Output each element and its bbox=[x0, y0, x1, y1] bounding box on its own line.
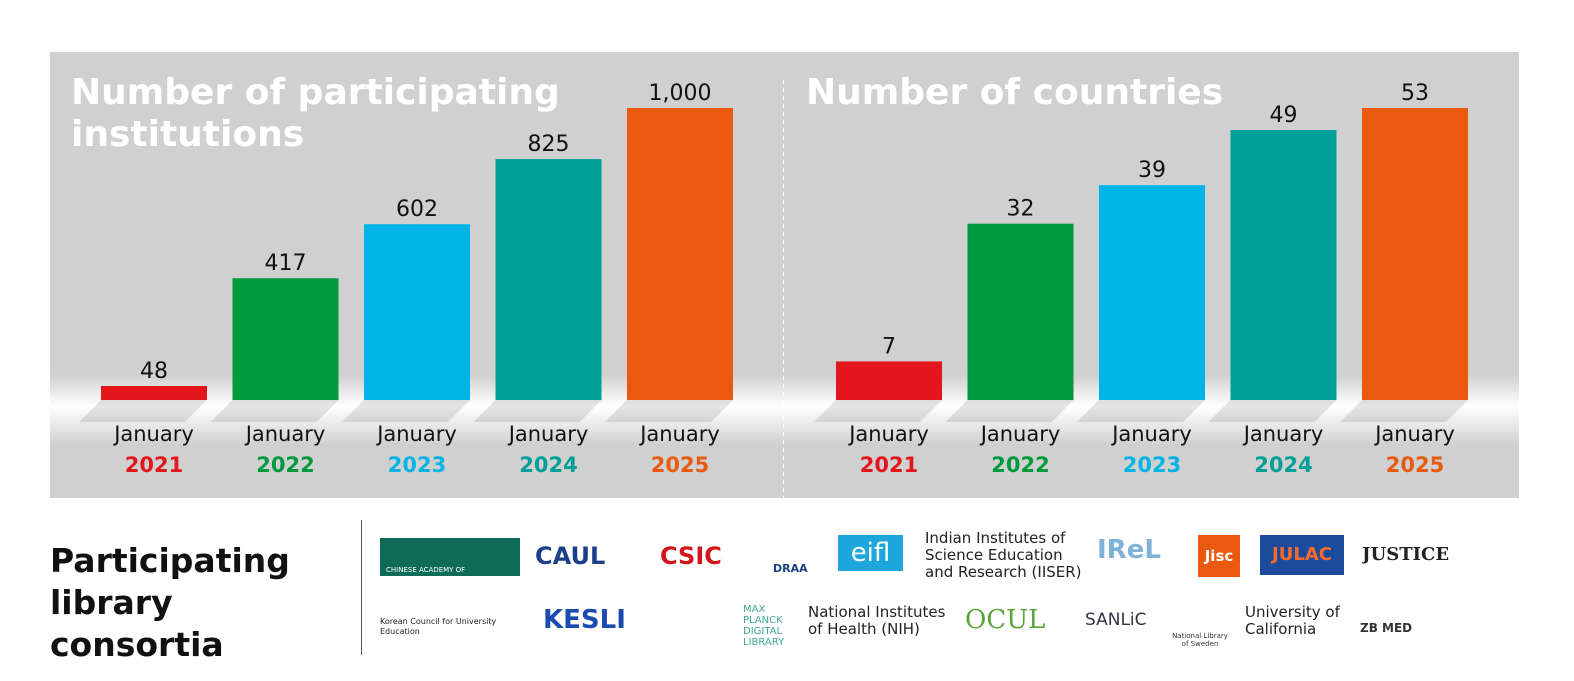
logo: CSIC bbox=[660, 543, 722, 569]
logo: Jisc bbox=[1198, 535, 1240, 577]
x-tick-label: January 2021 bbox=[847, 422, 929, 477]
bar-shadow bbox=[814, 400, 942, 422]
bar-shadow bbox=[605, 400, 733, 422]
x-tick-label: January 2024 bbox=[507, 422, 589, 477]
bar bbox=[232, 278, 339, 400]
logo: Indian Institutes of Science Education a… bbox=[925, 530, 1082, 581]
x-tick-label: January 2025 bbox=[638, 422, 720, 477]
logo: CHINESE ACADEMY OF AGRICULTURAL SCIENCES bbox=[380, 538, 520, 576]
bar-shadow bbox=[210, 400, 339, 422]
bar bbox=[101, 385, 207, 400]
logo: KESLI bbox=[543, 605, 626, 635]
logo: ZB MED bbox=[1360, 621, 1413, 635]
bar-shadow bbox=[1208, 400, 1337, 422]
bar-shadow bbox=[473, 400, 602, 422]
value-label: 53 bbox=[1401, 81, 1429, 106]
bar bbox=[1362, 108, 1468, 400]
value-label: 602 bbox=[396, 197, 438, 222]
bar-shadow bbox=[945, 400, 1074, 422]
x-tick-label: January 2022 bbox=[244, 422, 326, 477]
bar-shadow bbox=[1077, 400, 1205, 422]
logo: National Library of Sweden bbox=[1172, 632, 1228, 648]
chart-title: Number of countries bbox=[806, 72, 1224, 113]
bar bbox=[495, 159, 602, 400]
bar-shadow bbox=[1340, 400, 1468, 422]
logo: University of California bbox=[1245, 604, 1340, 638]
x-tick-label: January 2024 bbox=[1242, 422, 1324, 477]
bar-shadow bbox=[342, 400, 470, 422]
separator bbox=[361, 520, 362, 655]
x-tick-label: January 2025 bbox=[1373, 422, 1455, 477]
logo: JULAC bbox=[1260, 535, 1344, 575]
logo: CAUL bbox=[535, 543, 606, 569]
value-label: 417 bbox=[265, 251, 307, 276]
bar bbox=[967, 223, 1074, 400]
value-label: 49 bbox=[1270, 103, 1298, 128]
bar bbox=[1230, 130, 1337, 401]
x-tick-label: January 2023 bbox=[375, 422, 457, 477]
value-label: 825 bbox=[528, 132, 570, 157]
chart-title: Number of participating institutions bbox=[71, 72, 560, 155]
bar bbox=[627, 108, 733, 400]
value-label: 1,000 bbox=[649, 81, 712, 106]
bar bbox=[836, 361, 942, 400]
bar-shadow bbox=[79, 400, 207, 422]
value-label: 7 bbox=[882, 334, 896, 359]
value-label: 39 bbox=[1138, 158, 1166, 183]
logo: JUSTICE bbox=[1362, 544, 1450, 565]
logo: IReL bbox=[1097, 535, 1161, 565]
logo: DRAA bbox=[773, 562, 808, 575]
logo: National Institutes of Health (NIH) bbox=[808, 604, 946, 638]
logo: eifl bbox=[838, 535, 903, 571]
bar bbox=[1099, 185, 1205, 400]
section-title: Participating library consortia bbox=[50, 541, 290, 664]
bar bbox=[364, 224, 470, 400]
x-tick-label: January 2021 bbox=[112, 422, 194, 477]
value-label: 48 bbox=[140, 359, 168, 384]
logo: SANLiC bbox=[1085, 610, 1147, 630]
logo: OCUL bbox=[965, 605, 1046, 635]
value-label: 32 bbox=[1007, 197, 1035, 222]
x-tick-label: January 2022 bbox=[979, 422, 1061, 477]
x-tick-label: January 2023 bbox=[1110, 422, 1192, 477]
charts: 48 January 2021 417 January 2022 602 January 202… bbox=[50, 52, 1519, 498]
logo: Korean Council for University Education bbox=[380, 617, 497, 636]
logo: MAX PLANCK DIGITAL LIBRARY bbox=[743, 604, 785, 648]
